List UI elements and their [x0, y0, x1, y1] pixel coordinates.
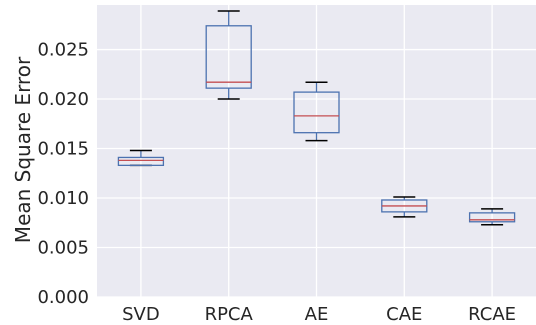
- y-tick-label: 0.020: [37, 89, 89, 110]
- x-tick-label: RPCA: [205, 304, 254, 325]
- y-tick-label: 0.025: [37, 40, 89, 61]
- x-tick-label: RCAE: [468, 304, 516, 325]
- box-ae: [293, 81, 340, 142]
- box-iqr: [117, 156, 165, 167]
- x-tick-label: SVD: [122, 304, 160, 325]
- box-rpca: [205, 10, 252, 100]
- box-rcae: [468, 208, 516, 226]
- box-cae: [381, 196, 428, 218]
- y-tick-label: 0.010: [37, 188, 89, 209]
- boxes: [117, 10, 516, 226]
- y-axis-label: Mean Square Error: [11, 56, 35, 243]
- x-tick-label: AE: [305, 304, 329, 325]
- tick-labels: 0.000 0.005 0.010 0.015 0.020 0.025 SVD RPCA AE C…: [37, 40, 516, 325]
- grid: [97, 5, 536, 298]
- x-tick-label: CAE: [386, 304, 422, 325]
- box-iqr: [293, 91, 340, 134]
- y-tick-label: 0.005: [37, 238, 89, 259]
- box-iqr: [468, 212, 516, 223]
- box-svd: [117, 149, 165, 167]
- y-tick-label: 0.000: [37, 287, 89, 308]
- box-iqr: [205, 25, 252, 89]
- y-tick-label: 0.015: [37, 139, 89, 160]
